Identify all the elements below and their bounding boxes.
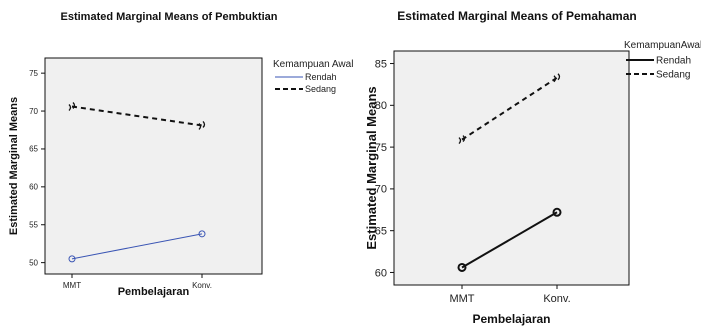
y-tick-label: 70 — [375, 184, 387, 196]
legend-label: Sedang — [656, 70, 690, 81]
legend-label: Sedang — [305, 84, 336, 94]
y-tick-label: 65 — [375, 226, 387, 238]
y-axis-title: Estimated Marginal Means — [364, 86, 379, 249]
chart-title: Estimated Marginal Means of Pembuktian — [61, 11, 278, 23]
marker-stroke — [557, 73, 561, 81]
y-axis-title: Estimated Marginal Means — [8, 97, 20, 235]
x-tick-label: MMT — [449, 293, 474, 305]
series-line — [461, 211, 558, 269]
data-point — [198, 120, 206, 130]
legend-title: KemampuanAwal — [624, 40, 701, 51]
y-tick-label: 55 — [29, 221, 38, 230]
data-point — [457, 262, 467, 272]
series-line — [71, 233, 203, 260]
data-point — [553, 73, 561, 83]
chart-2: Estimated Marginal Means of Pemahaman 60 6… — [364, 9, 701, 326]
y-tick-label: 85 — [375, 58, 387, 70]
legend-title: Kemampuan Awal — [273, 59, 353, 70]
data-point — [68, 255, 76, 263]
series-line — [461, 76, 558, 141]
series-sedang — [458, 73, 561, 145]
plot-area — [393, 50, 630, 286]
data-point — [68, 102, 76, 111]
series-line — [71, 105, 203, 127]
legend: KemampuanAwal Rendah Sedang — [624, 40, 701, 81]
x-tick-label: MMT — [63, 281, 81, 290]
x-tick-label: Konv. — [192, 281, 212, 290]
marker-stroke — [462, 135, 466, 143]
x-axis-title: Pembelajaran — [118, 286, 190, 298]
marker-stroke — [198, 122, 202, 130]
y-tick-label: 60 — [375, 267, 387, 279]
plot-area — [44, 57, 263, 275]
y-tick-label: 75 — [29, 69, 38, 78]
y-tick-label: 80 — [375, 100, 387, 112]
marker-stroke — [68, 104, 72, 111]
legend-label: Rendah — [305, 72, 337, 82]
chart-1: Estimated Marginal Means of Pembuktian 50… — [8, 11, 353, 298]
y-tick-label: 50 — [29, 258, 38, 267]
series-sedang — [68, 102, 206, 130]
data-point — [198, 230, 206, 238]
data-point — [458, 135, 466, 145]
y-tick-label: 65 — [29, 145, 38, 154]
series-rendah — [457, 207, 562, 272]
chart-title: Estimated Marginal Means of Pemahaman — [397, 9, 636, 23]
marker-stroke — [553, 75, 557, 83]
y-tick-label: 70 — [29, 107, 38, 116]
x-tick-label: Konv. — [543, 293, 570, 305]
marker-stroke — [458, 137, 462, 145]
marker-stroke — [72, 102, 76, 109]
series-rendah — [68, 230, 206, 263]
legend: Kemampuan Awal Rendah Sedang — [273, 59, 353, 94]
y-tick-label: 75 — [375, 142, 387, 154]
data-point — [552, 207, 562, 217]
y-tick-label: 60 — [29, 183, 38, 192]
x-axis-title: Pembelajaran — [472, 312, 550, 326]
marker-stroke — [202, 120, 206, 128]
legend-label: Rendah — [656, 56, 691, 67]
